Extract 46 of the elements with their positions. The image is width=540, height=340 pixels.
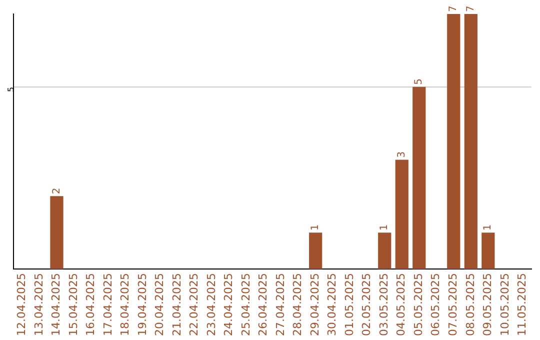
bar [378,232,392,270]
x-tick-label: 19.04.2025 [136,273,149,336]
x-tick-label: 01.05.2025 [342,273,356,336]
x-tick-label: 30.04.2025 [326,273,339,336]
x-tick-label: 12.04.2025 [15,273,28,336]
x-tick-label: 25.04.2025 [239,273,252,336]
bar [482,232,495,270]
x-tick-label: 26.04.2025 [256,273,270,336]
data-label: 7 [448,6,460,12]
x-tick-label: 15.04.2025 [66,273,80,336]
x-tick-label: 27.04.2025 [274,273,287,336]
x-tick-label: 05.05.2025 [412,273,425,336]
x-tick-label: 29.04.2025 [308,273,322,336]
data-label: 5 [414,78,425,85]
x-tick-label: 17.04.2025 [101,273,114,336]
bar [412,86,426,270]
x-tick-label: 04.05.2025 [394,273,408,336]
x-tick-label: 02.05.2025 [360,273,374,336]
data-label: 1 [482,224,494,231]
bar [309,232,322,270]
x-tick-label: 18.04.2025 [118,273,132,336]
x-tick-label: 08.05.2025 [464,273,477,336]
data-label: 1 [310,224,322,231]
x-tick-label: 10.05.2025 [498,273,512,336]
x-tick-label: 03.05.2025 [377,273,390,336]
x-tick-label: 22.04.2025 [188,273,201,336]
x-tick-label: 21.04.2025 [170,273,184,336]
x-tick-label: 14.04.2025 [50,273,63,336]
data-label: 2 [51,188,62,194]
bar [447,14,460,270]
x-tick-label: 13.04.2025 [32,273,46,336]
data-label: 1 [379,224,390,231]
x-tick-label: 16.04.2025 [84,273,98,336]
x-tick-label: 09.05.2025 [481,273,494,336]
data-label: 3 [396,151,408,158]
x-tick-label: 07.05.2025 [446,273,460,336]
bar [395,160,408,270]
x-tick-label: 20.04.2025 [153,273,166,336]
x-tick-label: 11.05.2025 [516,273,529,336]
x-tick-label: 24.04.2025 [222,273,236,336]
data-label: 7 [465,6,476,12]
bar [50,196,64,270]
x-tick-label: 23.04.2025 [204,273,218,336]
x-tick-label: 28.04.2025 [291,273,304,336]
x-tick-label: 06.05.2025 [429,273,442,336]
bar [464,14,478,270]
